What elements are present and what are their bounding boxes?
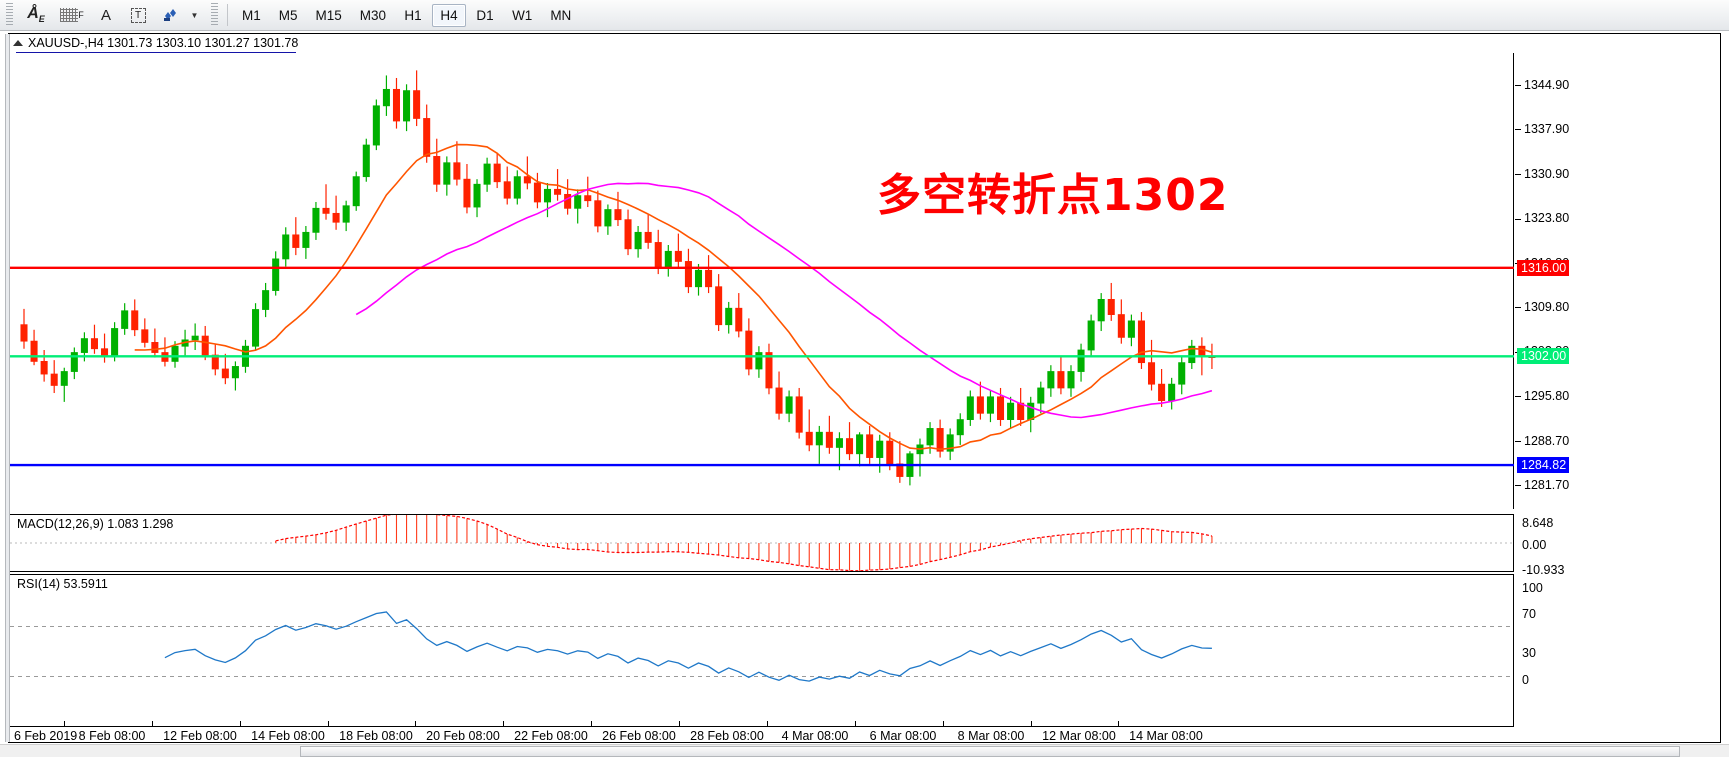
chart-annotation-text: 多空转折点1302: [877, 170, 1229, 221]
timeframe-m15[interactable]: M15: [308, 4, 350, 27]
timeframe-m1-label: M1: [242, 7, 261, 23]
timeframe-mn[interactable]: MN: [542, 4, 579, 27]
time-tick-separator: [64, 721, 65, 727]
time-tick-separator: [855, 721, 856, 727]
price-tick: 1288.70: [1515, 434, 1569, 448]
time-tick-label: 26 Feb 08:00: [602, 729, 676, 743]
time-tick-separator: [1031, 721, 1032, 727]
price-level-tag[interactable]: 1284.82: [1517, 457, 1570, 473]
time-tick-label: 8 Mar 08:00: [957, 729, 1025, 743]
price-level-tag[interactable]: 1316.00: [1517, 259, 1570, 276]
timeframe-h4[interactable]: H4: [432, 3, 467, 27]
timeframe-m5[interactable]: M5: [271, 4, 306, 27]
time-tick-label: 12 Feb 08:00: [163, 729, 237, 743]
mq-expert-icon[interactable]: ÅE: [27, 5, 45, 25]
price-pane[interactable]: [10, 53, 1514, 509]
macd-label: MACD(12,26,9) 1.083 1.298: [15, 517, 176, 531]
time-tick-separator: [503, 721, 504, 727]
timeframe-m30[interactable]: M30: [352, 4, 394, 27]
time-tick-separator: [767, 721, 768, 727]
timeframe-d1-label: D1: [476, 7, 494, 23]
horizontal-scrollbar[interactable]: [0, 744, 1729, 757]
time-tick-label: 14 Mar 08:00: [1129, 729, 1203, 743]
time-tick-separator: [415, 721, 416, 727]
time-tick-label: 28 Feb 08:00: [690, 729, 764, 743]
rsi-pane[interactable]: RSI(14) 53.5911: [10, 574, 1514, 726]
grid-icon[interactable]: F: [55, 2, 89, 29]
font-icon[interactable]: A: [100, 6, 111, 24]
time-tick-separator: [943, 721, 944, 727]
timeframe-d1[interactable]: D1: [468, 4, 502, 27]
time-tick-label: 4 Mar 08:00: [781, 729, 849, 743]
price-scale[interactable]: 1344.901337.901330.901323.801316.801309.…: [1515, 53, 1721, 726]
timeframe-m30-label: M30: [359, 7, 387, 23]
indicator-tick: 0.00: [1522, 538, 1547, 552]
time-tick-label: 18 Feb 08:00: [339, 729, 413, 743]
indicator-tick: -10.933: [1522, 563, 1565, 577]
indicator-tick: 70: [1522, 607, 1536, 621]
timeframe-h4-label: H4: [440, 7, 458, 23]
price-tick: 1337.90: [1515, 122, 1569, 136]
macd-pane[interactable]: MACD(12,26,9) 1.083 1.298: [10, 514, 1514, 572]
time-tick-separator: [679, 721, 680, 727]
timeframe-h1[interactable]: H1: [396, 4, 430, 27]
indicator-tick: 8.648: [1522, 516, 1554, 530]
toolbar-divider: [227, 4, 228, 26]
price-tick: 1281.70: [1515, 478, 1569, 492]
time-tick-label: 12 Mar 08:00: [1042, 729, 1116, 743]
price-tick: 1295.80: [1515, 389, 1569, 403]
rsi-plot: [10, 611, 1514, 682]
time-tick-separator: [1118, 721, 1119, 727]
indicator-tick: 0: [1522, 673, 1529, 687]
indicator-tick: 100: [1522, 581, 1543, 595]
price-tick: 1344.90: [1515, 78, 1569, 92]
price-tick: 1330.90: [1515, 167, 1569, 181]
time-axis: 6 Feb 2019 8 Feb 08:00 12 Feb 08:00 14 Feb …: [10, 721, 1514, 743]
rsi-label: RSI(14) 53.5911: [15, 577, 110, 591]
time-tick-label: 8 Feb 08:00: [78, 729, 146, 743]
symbol-header: XAUUSD-,H4 1301.73 1303.10 1301.27 1301.…: [13, 35, 298, 51]
timeframe-m1[interactable]: M1: [234, 4, 269, 27]
price-tick: 1309.80: [1515, 300, 1569, 314]
toolbar-grip-1[interactable]: [6, 3, 13, 27]
text-label-icon[interactable]: T: [123, 2, 153, 29]
price-level-tag[interactable]: 1302.00: [1517, 348, 1570, 365]
toolbar-grip-2[interactable]: [211, 3, 218, 27]
time-tick-separator: [328, 721, 329, 727]
symbol-ohlc-text: XAUUSD-,H4 1301.73 1303.10 1301.27 1301.…: [28, 36, 299, 50]
time-tick-label: 14 Feb 08:00: [251, 729, 325, 743]
objects-icon[interactable]: [155, 2, 185, 29]
price-plot: [10, 70, 1514, 486]
macd-plot: [10, 515, 1514, 571]
price-tick: 1323.80: [1515, 211, 1569, 225]
time-tick-separator: [152, 721, 153, 727]
timeframe-w1[interactable]: W1: [504, 4, 540, 27]
timeframe-m15-label: M15: [315, 7, 342, 23]
time-tick-label: 6 Feb 2019: [14, 729, 78, 743]
time-tick-label: 22 Feb 08:00: [514, 729, 588, 743]
time-tick-separator: [240, 721, 241, 727]
time-tick-label: 6 Mar 08:00: [869, 729, 937, 743]
scrollbar-thumb[interactable]: [300, 746, 1680, 757]
collapse-triangle-icon[interactable]: [13, 40, 23, 46]
timeframe-w1-label: W1: [512, 7, 533, 23]
timeframe-mn-label: MN: [550, 7, 572, 23]
main-toolbar: ÅE F A T ▼ M1 M5 M15 M30 H1 H4 D1 W1 MN: [0, 0, 1729, 31]
objects-dropdown-icon[interactable]: ▼: [190, 10, 199, 20]
timeframe-h1-label: H1: [404, 7, 422, 23]
indicator-tick: 30: [1522, 646, 1536, 660]
time-tick-label: 20 Feb 08:00: [426, 729, 500, 743]
timeframe-m5-label: M5: [278, 7, 298, 23]
chart-window: XAUUSD-,H4 1301.73 1303.10 1301.27 1301.…: [5, 33, 1721, 743]
time-tick-separator: [591, 721, 592, 727]
